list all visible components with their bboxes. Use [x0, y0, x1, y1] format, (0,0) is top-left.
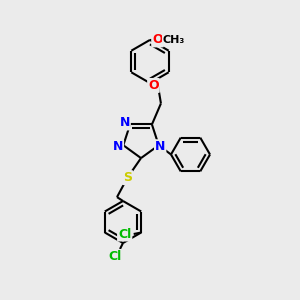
Text: O: O: [148, 79, 159, 92]
Text: N: N: [155, 140, 165, 153]
Text: O: O: [152, 33, 163, 46]
Text: N: N: [119, 116, 130, 130]
Text: Cl: Cl: [109, 250, 122, 263]
Text: Cl: Cl: [118, 227, 131, 241]
Text: S: S: [123, 171, 132, 184]
Text: CH₃: CH₃: [163, 35, 185, 45]
Text: N: N: [113, 140, 123, 153]
